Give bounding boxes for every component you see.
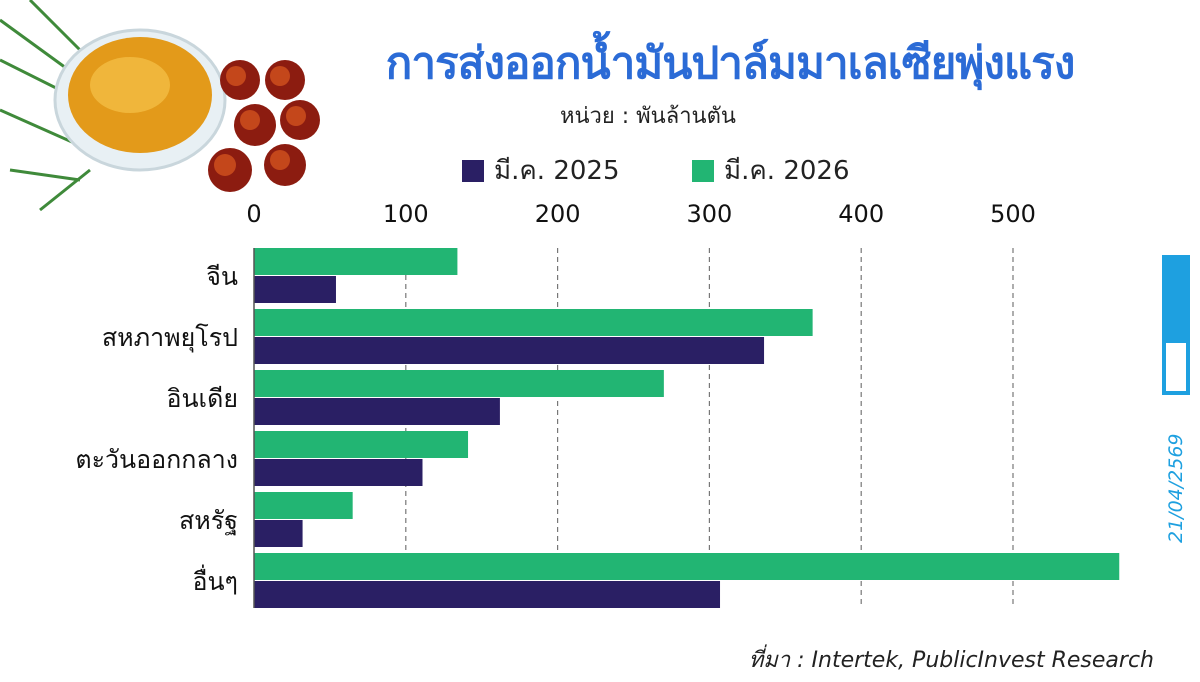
legend-swatch-2025 [462,159,484,182]
x-tick-label: 400 [838,200,884,228]
x-tick-label: 300 [686,200,732,228]
x-tick-label: 0 [246,200,261,228]
watermark-date: 21/04/2569 [1165,433,1187,543]
category-label: สหภาพยุโรป [102,323,238,353]
bar-2026 [254,309,813,336]
chart-subtitle: หน่วย : พันล้านตัน [560,104,736,129]
category-label: จีน [206,262,238,291]
x-tick-label: 100 [383,200,429,228]
bar-2026 [254,248,458,275]
legend-item-2026: มี.ค. 2026 [692,150,850,191]
bar-2025 [254,459,423,486]
category-label: สหรัฐ [179,506,238,535]
category-label: ตะวันออกกลาง [75,445,238,474]
x-tick-label: 200 [535,200,581,228]
legend-swatch-2026 [692,159,714,182]
bar-2026 [254,492,353,519]
watermark: 21/04/2569 [1162,255,1190,543]
bar-2025 [254,581,721,608]
x-tick-label: 500 [990,200,1036,228]
bar-2026 [254,553,1120,580]
bar-2025 [254,337,765,364]
source-note: ที่มา : Intertek, PublicInvest Research [748,648,1154,673]
bar-2025 [254,276,336,303]
chart-title: การส่งออกน้ำมันปาล์มมาเลเซียพุ่งแรง [385,38,1076,89]
bar-2025 [254,398,500,425]
legend-item-2025: มี.ค. 2025 [462,150,620,191]
bar-2026 [254,431,469,458]
category-label: อื่นๆ [192,564,238,596]
category-label: อินเดีย [166,384,238,413]
bar-2026 [254,370,664,397]
legend-label-2025: มี.ค. 2025 [494,156,620,186]
bar-2025 [254,520,303,547]
legend-label-2026: มี.ค. 2026 [724,156,850,186]
palm-oil-illustration [0,0,320,212]
